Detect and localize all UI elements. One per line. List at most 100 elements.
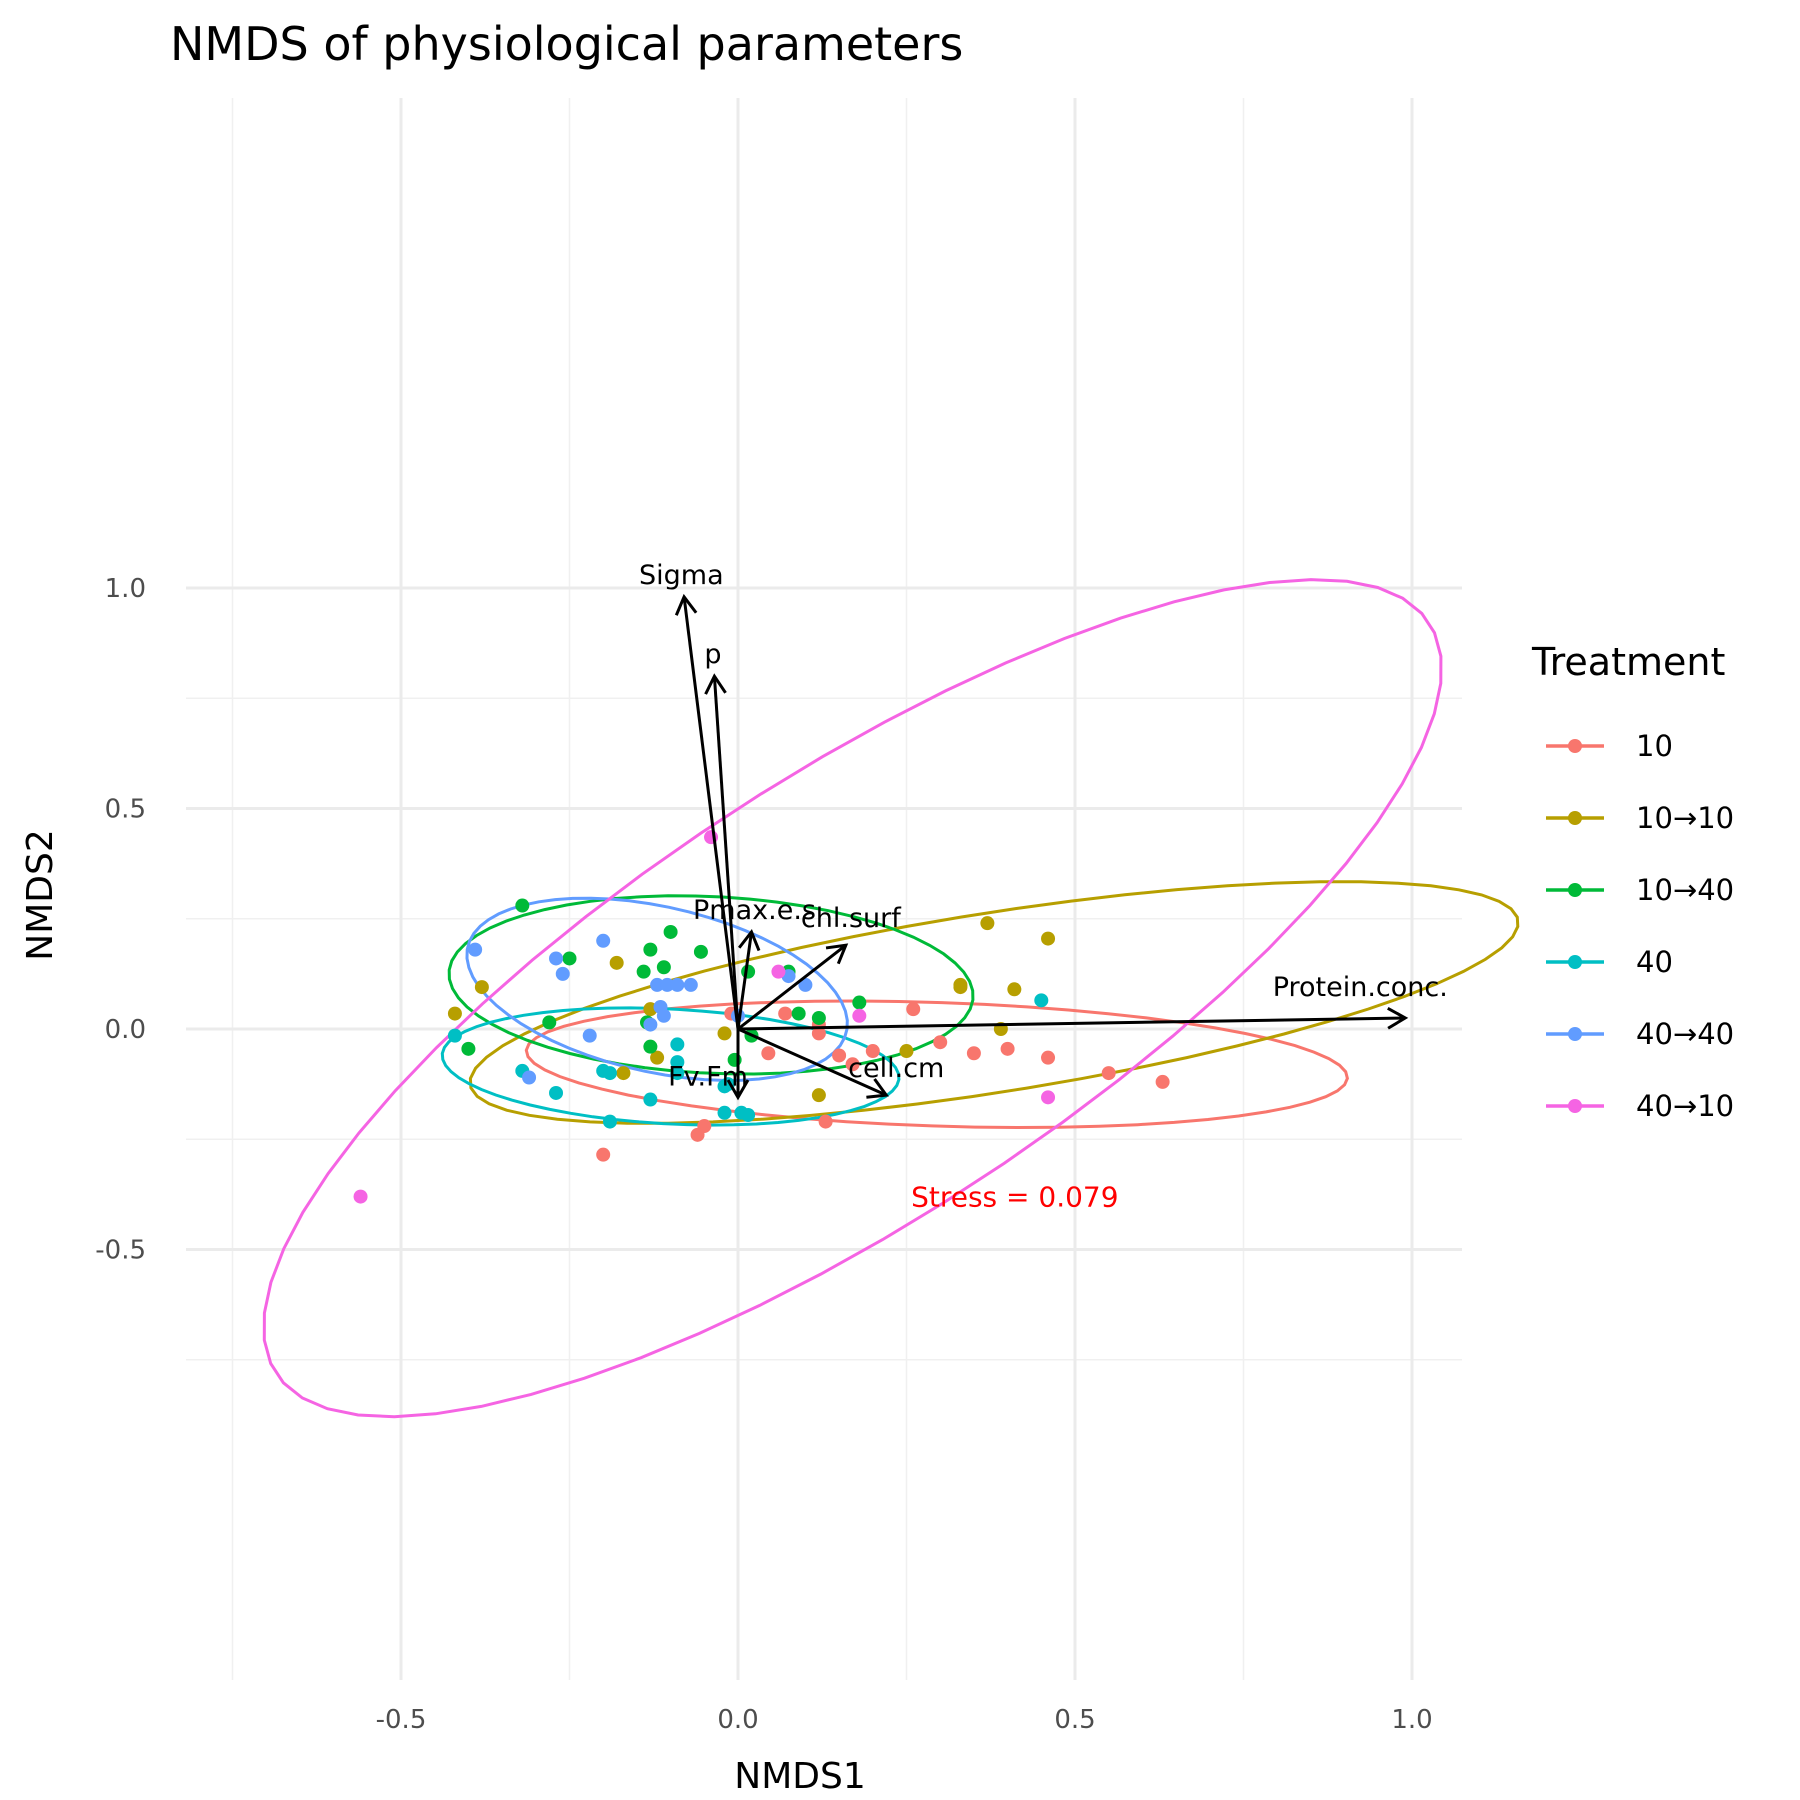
- legend-key-point: [1568, 883, 1582, 897]
- x-tick-label: -0.5: [376, 1705, 427, 1735]
- point-10: [596, 1147, 611, 1162]
- point-10: [811, 1026, 826, 1041]
- point-10→10: [899, 1044, 914, 1059]
- ellipse-10: [524, 999, 1349, 1130]
- ellipse-40: [440, 1006, 901, 1127]
- legend-key-point: [1568, 1099, 1582, 1113]
- point-10→40: [542, 1015, 557, 1030]
- vector-label: Sigma: [639, 560, 724, 591]
- ellipse-40→40: [465, 896, 849, 1082]
- point-10→10: [1007, 982, 1022, 997]
- point-40: [670, 1037, 685, 1052]
- point-40→40: [549, 951, 564, 966]
- point-40: [602, 1066, 617, 1081]
- vector-arrow: [736, 931, 753, 1030]
- legend-label: 40→40: [1636, 1017, 1734, 1051]
- point-10: [778, 1006, 793, 1021]
- vector-label: Protein.conc.: [1273, 972, 1448, 1003]
- point-40→40: [660, 977, 675, 992]
- ellipse-10→10: [468, 880, 1520, 1125]
- point-10: [933, 1035, 948, 1050]
- point-10: [1101, 1066, 1116, 1081]
- point-40: [643, 1092, 658, 1107]
- legend-key-point: [1568, 811, 1582, 825]
- vector-arrowhead: [1387, 1006, 1409, 1030]
- vector-label: Fv.Fm: [668, 1061, 748, 1092]
- point-40: [602, 1114, 617, 1129]
- vector-arrow: [682, 596, 740, 1030]
- vector-arrowhead: [738, 929, 761, 952]
- point-10→10: [980, 916, 995, 931]
- point-10→40: [636, 964, 651, 979]
- point-10→40: [643, 942, 658, 957]
- point-10: [690, 1127, 705, 1142]
- vector-arrowhead: [704, 673, 727, 695]
- y-tick-label: 1.0: [105, 574, 146, 604]
- point-10→10: [953, 980, 968, 995]
- point-10→40: [656, 960, 671, 975]
- point-10: [832, 1048, 847, 1063]
- legend-title: Treatment: [1531, 640, 1725, 684]
- point-40→10: [1041, 1090, 1056, 1105]
- legend-key-point: [1568, 955, 1582, 969]
- point-10→40: [562, 951, 577, 966]
- point-40→40: [582, 1028, 597, 1043]
- chart-title: NMDS of physiological parameters: [170, 17, 963, 71]
- point-10→40: [852, 995, 867, 1010]
- point-40→10: [353, 1189, 368, 1204]
- point-10→10: [447, 1006, 462, 1021]
- point-40→40: [670, 977, 685, 992]
- vector-arrowhead: [825, 943, 849, 965]
- point-10→40: [643, 1039, 658, 1054]
- vector-label: cell.cm: [848, 1053, 944, 1084]
- point-40→40: [555, 966, 570, 981]
- point-10→40: [693, 944, 708, 959]
- legend-items: 10 10→10 10→40 40 40→40 40→10: [1546, 729, 1734, 1123]
- point-40→40: [596, 933, 611, 948]
- point-40: [1034, 993, 1049, 1008]
- point-40: [447, 1028, 462, 1043]
- point-40: [670, 1066, 685, 1081]
- point-10→40: [515, 898, 530, 913]
- point-40→40: [468, 942, 483, 957]
- confidence-ellipses: [262, 578, 1520, 1419]
- point-10→10: [811, 1088, 826, 1103]
- vector-arrowhead: [674, 593, 698, 616]
- point-40→40: [522, 1070, 537, 1085]
- point-10: [761, 1046, 776, 1061]
- point-10→10: [474, 980, 489, 995]
- point-40→40: [656, 1008, 671, 1023]
- legend-label: 10→40: [1636, 873, 1734, 907]
- point-40→40: [683, 977, 698, 992]
- point-40→10: [771, 964, 786, 979]
- point-10→10: [616, 1066, 631, 1081]
- point-40→40: [650, 977, 665, 992]
- point-10→10: [650, 1050, 665, 1065]
- y-tick-label: 0.0: [105, 1015, 146, 1045]
- point-10: [1155, 1074, 1170, 1089]
- axis-ticks: -0.5 0.0 0.5 1.0 -0.5 0.0 0.5 1.0: [95, 574, 1432, 1735]
- vector-arrow: [737, 944, 847, 1031]
- vector-arrowhead: [866, 1078, 890, 1099]
- point-10→10: [609, 955, 624, 970]
- vector-label: Pmax.e.s: [693, 895, 816, 926]
- point-40→10: [852, 1008, 867, 1023]
- point-10: [906, 1002, 921, 1017]
- point-10→10: [1041, 931, 1056, 946]
- point-40→40: [798, 977, 813, 992]
- legend-key-point: [1568, 739, 1582, 753]
- point-40: [717, 1105, 732, 1120]
- vector-arrow: [712, 676, 740, 1030]
- legend-key-point: [1568, 1027, 1582, 1041]
- point-10: [1041, 1050, 1056, 1065]
- x-tick-label: 0.0: [717, 1705, 758, 1735]
- y-axis-title: NMDS2: [20, 829, 61, 960]
- point-10→10: [717, 1026, 732, 1041]
- legend-label: 40: [1636, 945, 1673, 979]
- legend-label: 10: [1636, 729, 1673, 763]
- ellipse-40→10: [262, 578, 1443, 1419]
- y-tick-label: -0.5: [95, 1236, 146, 1266]
- point-10→40: [791, 1006, 806, 1021]
